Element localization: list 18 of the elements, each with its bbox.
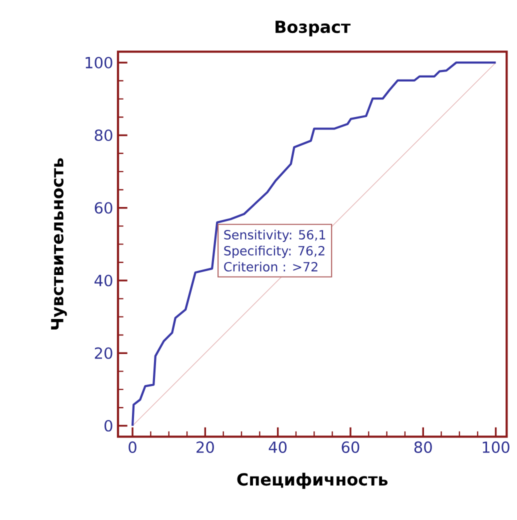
x-tick-label: 40 — [268, 441, 287, 453]
y-tick-label: 0 — [104, 420, 112, 432]
x-axis-title: Специфичность — [237, 472, 388, 489]
y-tick-label: 60 — [94, 202, 112, 214]
y-tick-label: 20 — [94, 347, 112, 359]
y-tick-label: 100 — [86, 56, 112, 68]
x-tick-label: 20 — [196, 441, 214, 453]
y-axis-title: Чувствительность — [51, 158, 67, 330]
chart-title: Возраст — [276, 20, 351, 36]
annotation: Sensitivity: 56,1 — [224, 230, 326, 242]
annotation: Specificity: 76,2 — [224, 246, 324, 258]
y-tick-label: 40 — [94, 274, 112, 286]
x-tick-label: 100 — [482, 441, 510, 453]
x-tick-label: 60 — [342, 441, 360, 453]
x-tick-label: 0 — [128, 441, 136, 453]
annotation: Criterion : >72 — [224, 262, 318, 272]
x-tick-label: 80 — [414, 441, 432, 453]
y-tick-label: 80 — [94, 129, 112, 142]
